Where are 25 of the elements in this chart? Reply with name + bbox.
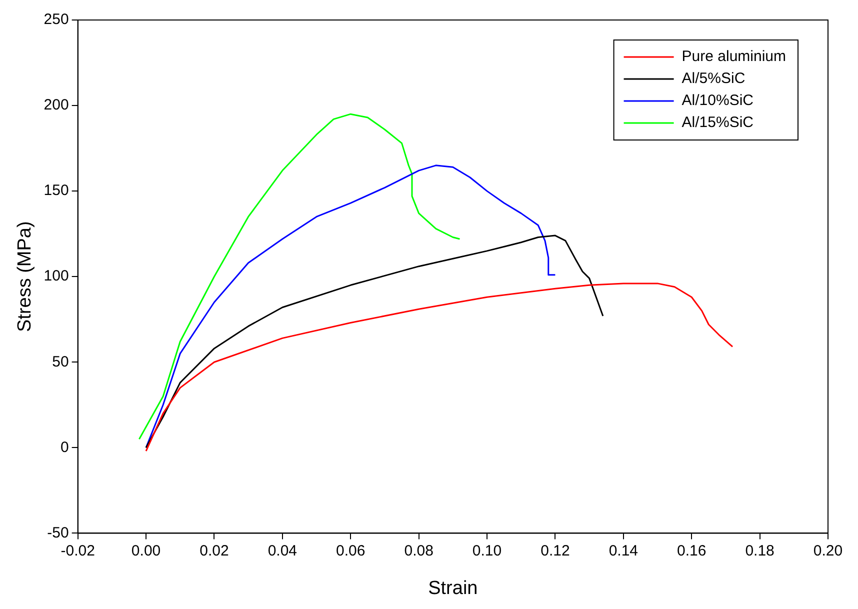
legend-label: Pure aluminium bbox=[682, 48, 786, 66]
x-tick-label: 0.00 bbox=[131, 542, 161, 560]
y-tick-label: 200 bbox=[44, 96, 69, 114]
x-tick-label: -0.02 bbox=[60, 542, 95, 560]
x-tick-label: 0.14 bbox=[608, 542, 638, 560]
x-tick-label: 0.18 bbox=[745, 542, 774, 560]
x-tick-label: 0.06 bbox=[336, 542, 366, 560]
x-tick-label: 0.12 bbox=[540, 542, 570, 560]
y-tick-label: 50 bbox=[52, 353, 69, 370]
x-tick-label: 0.02 bbox=[200, 542, 229, 560]
x-tick-label: 0.08 bbox=[404, 542, 434, 560]
legend-label: Al/10%SiC bbox=[682, 92, 754, 110]
y-tick-label: -50 bbox=[47, 524, 69, 542]
y-tick-label: 250 bbox=[44, 11, 69, 28]
x-tick-label: 0.20 bbox=[813, 542, 843, 560]
legend-label: Al/15%SiC bbox=[682, 114, 754, 132]
y-tick-label: 0 bbox=[60, 438, 69, 456]
legend-label: Al/5%SiC bbox=[682, 70, 746, 88]
x-tick-label: 0.04 bbox=[268, 542, 298, 560]
y-tick-label: 100 bbox=[44, 268, 69, 285]
x-axis-title: Strain bbox=[428, 578, 478, 599]
x-tick-label: 0.10 bbox=[472, 542, 502, 560]
y-tick-label: 150 bbox=[44, 182, 69, 200]
x-tick-label: 0.16 bbox=[677, 542, 706, 560]
y-axis-title: Stress (MPa) bbox=[14, 221, 36, 332]
